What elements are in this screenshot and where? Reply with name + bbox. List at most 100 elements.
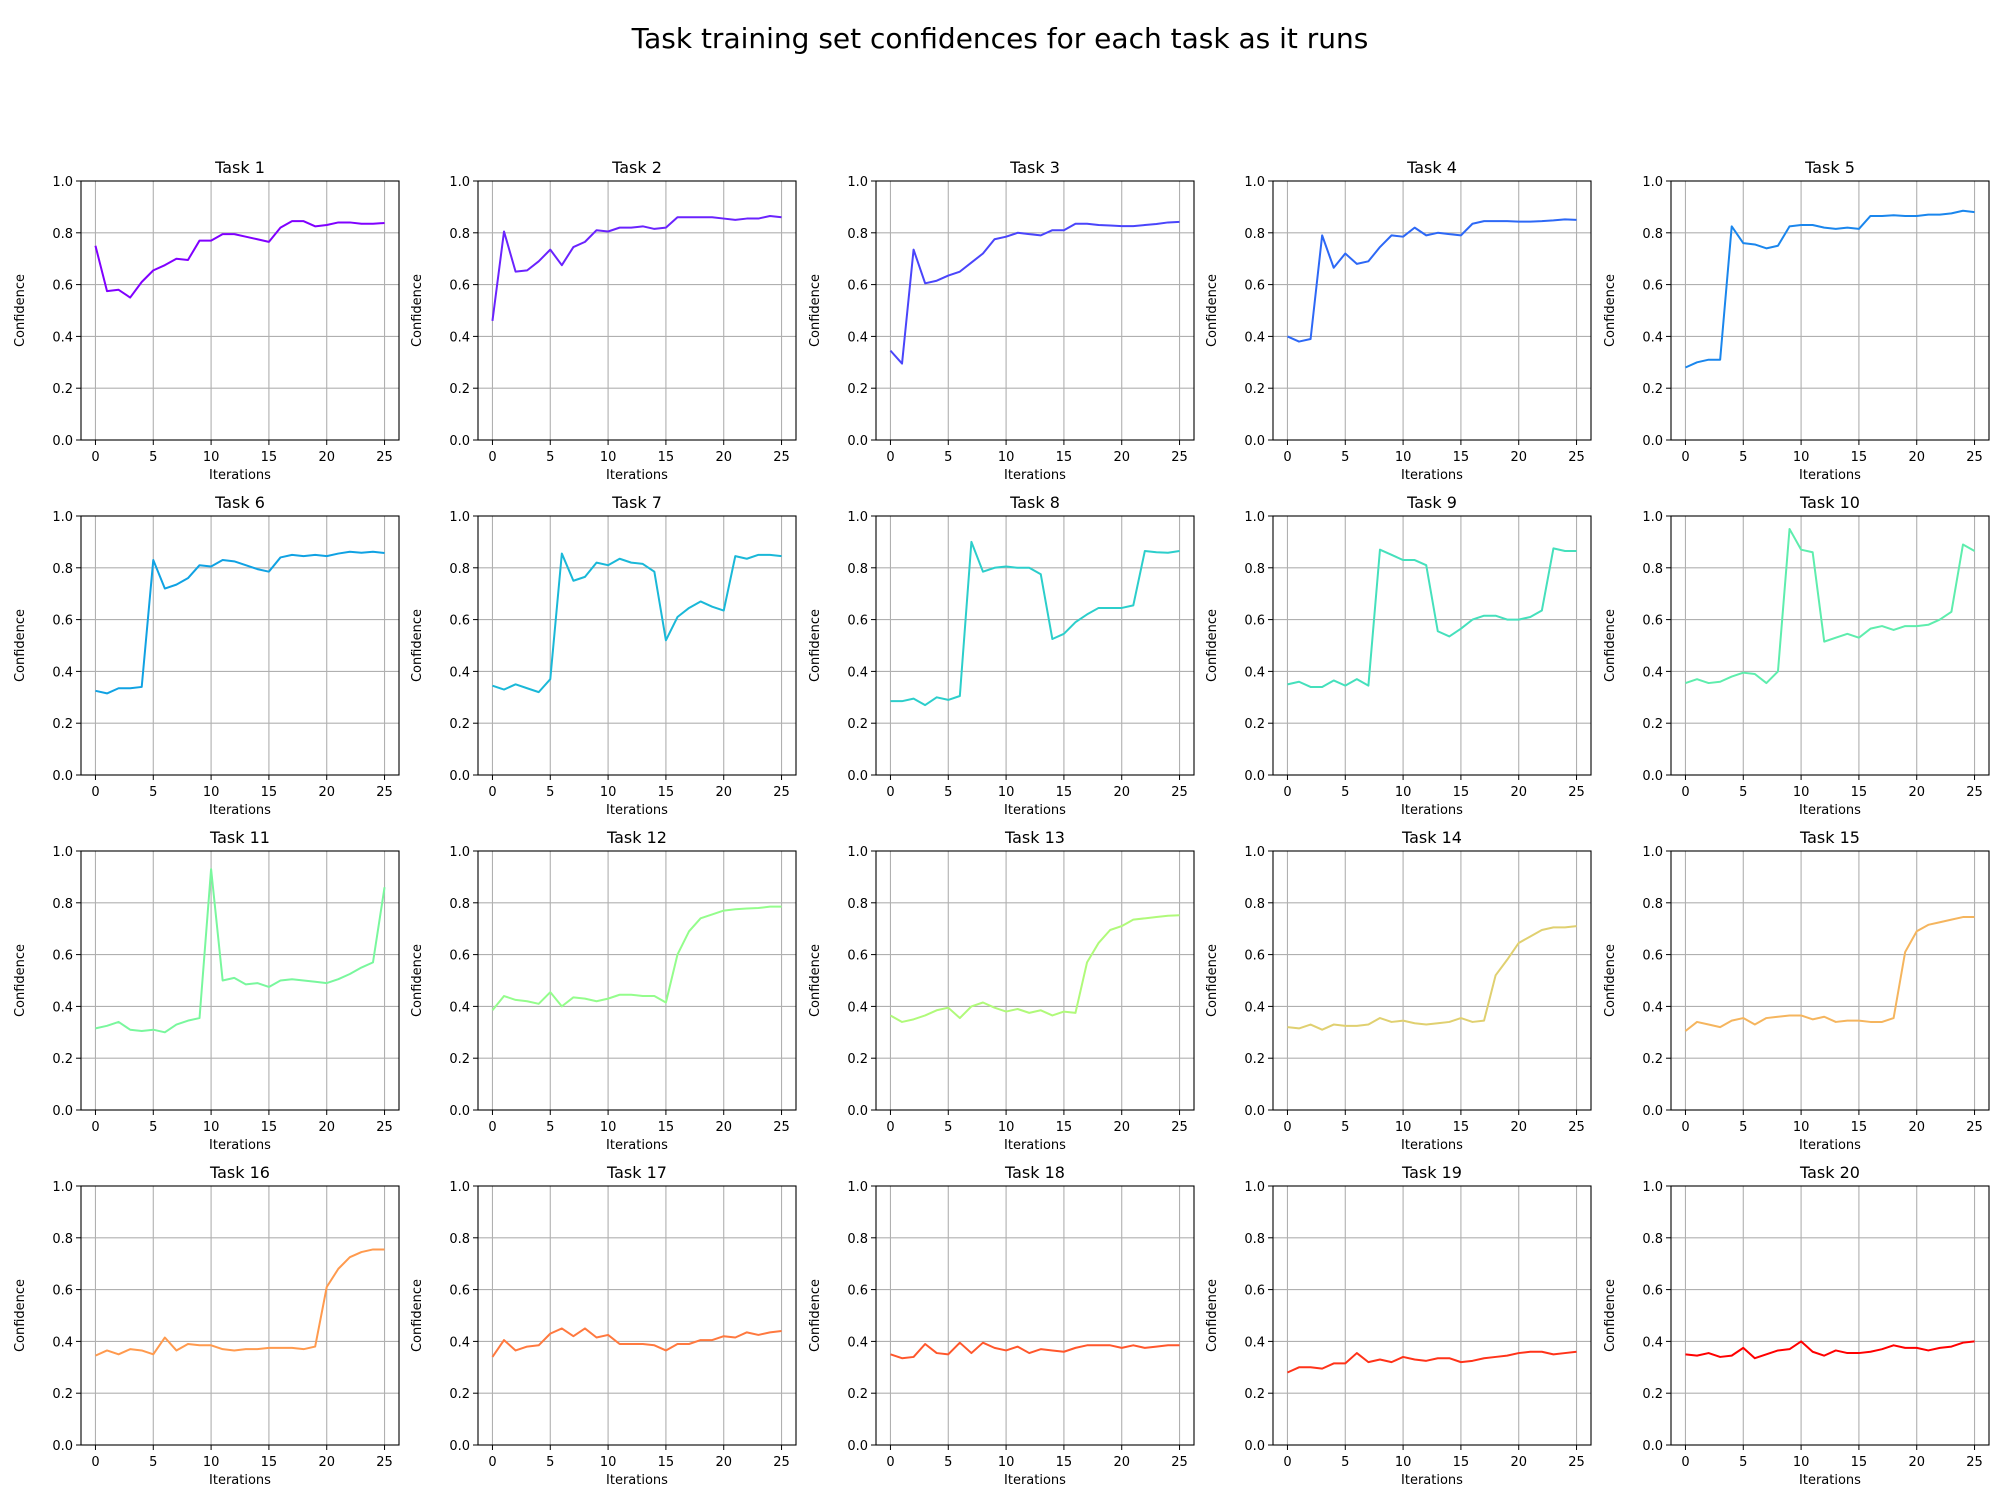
- y-axis-label: Confidence: [13, 274, 28, 347]
- y-tick-label: 0.8: [1244, 1232, 1265, 1247]
- x-axis-label: Iterations: [1401, 1473, 1463, 1488]
- y-tick-label: 1.0: [847, 510, 868, 525]
- y-tick-label: 0.0: [449, 434, 470, 449]
- subplot-task-18: 0 5 10 15 20 25 0.0 0.2 0.4 0.6 0.8 1.0 Task 18 Itera…: [808, 1163, 1195, 1488]
- x-tick-label: 15: [658, 785, 675, 800]
- x-tick-label: 0: [1681, 450, 1689, 465]
- y-tick-label: 0.8: [1244, 227, 1265, 242]
- y-tick-label: 1.0: [449, 175, 470, 190]
- axes-frame: [1670, 1185, 1990, 1446]
- y-tick-label: 0.4: [1642, 665, 1663, 680]
- y-tick-label: 1.0: [1642, 1180, 1663, 1195]
- x-tick-label: 0: [886, 450, 894, 465]
- series-line: [491, 905, 782, 1011]
- y-tick-label: 0.2: [449, 1052, 470, 1067]
- series-line: [95, 1248, 385, 1357]
- x-tick-label: 10: [998, 1120, 1015, 1135]
- y-tick-label: 0.4: [847, 330, 868, 345]
- x-axis-label: Iterations: [606, 1138, 668, 1153]
- subplot-title: Task 16: [209, 1163, 270, 1182]
- y-tick-label: 0.0: [52, 1104, 73, 1119]
- x-axis-label: Iterations: [209, 1473, 271, 1488]
- y-tick-label: 0.8: [847, 562, 868, 577]
- y-tick-label: 1.0: [1244, 175, 1265, 190]
- x-tick-label: 5: [1341, 1455, 1349, 1470]
- x-axis-label: Iterations: [1401, 468, 1463, 483]
- series-line: [1287, 1350, 1577, 1374]
- x-tick-label: 0: [1681, 785, 1689, 800]
- y-tick-label: 0.2: [1244, 717, 1265, 732]
- series-line: [1685, 209, 1975, 369]
- subplot-task-9: 0 5 10 15 20 25 0.0 0.2 0.4 0.6 0.8 1.0 Task 9 Iterat…: [1205, 493, 1592, 818]
- x-tick-label: 0: [886, 785, 894, 800]
- y-axis-label: Confidence: [1205, 944, 1220, 1017]
- y-tick-label: 0.2: [1642, 1052, 1663, 1067]
- y-tick-label: 1.0: [847, 1180, 868, 1195]
- y-tick-label: 0.2: [847, 382, 868, 397]
- y-axis-label: Confidence: [808, 944, 823, 1017]
- y-tick-label: 1.0: [449, 510, 470, 525]
- x-tick-label: 5: [1739, 450, 1747, 465]
- x-tick-label: 0: [886, 1455, 894, 1470]
- x-tick-label: 5: [944, 450, 952, 465]
- y-tick-label: 0.4: [449, 665, 470, 680]
- x-tick-label: 20: [715, 785, 732, 800]
- y-axis-label: Confidence: [410, 609, 425, 682]
- x-tick-label: 20: [715, 1455, 732, 1470]
- y-tick-label: 0.0: [1244, 1104, 1265, 1119]
- subplot-title: Task 19: [1401, 1163, 1462, 1182]
- x-tick-label: 15: [1453, 785, 1470, 800]
- series-line: [1685, 1340, 1975, 1360]
- y-tick-label: 1.0: [847, 845, 868, 860]
- y-tick-label: 0.6: [52, 949, 73, 964]
- y-tick-label: 0.4: [1642, 330, 1663, 345]
- y-axis-label: Confidence: [13, 609, 28, 682]
- axes-frame: [477, 1185, 797, 1446]
- x-tick-label: 25: [1171, 785, 1188, 800]
- y-tick-label: 0.8: [1642, 562, 1663, 577]
- y-axis-label: Confidence: [1205, 274, 1220, 347]
- subplot-title: Task 17: [606, 1163, 667, 1182]
- y-tick-label: 0.0: [847, 1439, 868, 1454]
- x-tick-label: 15: [1056, 1120, 1073, 1135]
- x-tick-label: 20: [1908, 1120, 1925, 1135]
- y-tick-label: 0.0: [847, 434, 868, 449]
- y-tick-label: 1.0: [52, 1180, 73, 1195]
- y-tick-label: 0.6: [1642, 279, 1663, 294]
- subplot-task-8: 0 5 10 15 20 25 0.0 0.2 0.4 0.6 0.8 1.0 Task 8 Iterat…: [808, 493, 1195, 818]
- y-tick-label: 1.0: [52, 510, 73, 525]
- y-tick-label: 0.6: [1244, 279, 1265, 294]
- y-tick-label: 0.0: [52, 434, 73, 449]
- x-tick-label: 5: [546, 450, 554, 465]
- y-tick-label: 0.8: [449, 227, 470, 242]
- x-tick-label: 20: [1113, 450, 1130, 465]
- y-tick-label: 0.4: [847, 1000, 868, 1015]
- x-tick-label: 15: [1851, 1120, 1868, 1135]
- subplot-title: Task 15: [1799, 828, 1860, 847]
- subplot-task-6: 0 5 10 15 20 25 0.0 0.2 0.4 0.6 0.8 1.0 Task 6 Iterat…: [13, 493, 400, 818]
- y-tick-label: 0.4: [52, 330, 73, 345]
- y-axis-label: Confidence: [1603, 1279, 1618, 1352]
- x-tick-label: 10: [998, 450, 1015, 465]
- y-axis-label: Confidence: [410, 274, 425, 347]
- x-tick-label: 10: [1395, 1455, 1412, 1470]
- axes-frame: [1272, 180, 1592, 441]
- y-tick-label: 0.6: [847, 1284, 868, 1299]
- y-tick-label: 0.0: [449, 769, 470, 784]
- series-line: [889, 220, 1180, 365]
- x-tick-label: 15: [1851, 785, 1868, 800]
- x-tick-label: 10: [1793, 1455, 1810, 1470]
- y-tick-label: 0.6: [1642, 949, 1663, 964]
- x-tick-label: 5: [1341, 785, 1349, 800]
- subplot-title: Task 6: [214, 493, 265, 512]
- x-tick-label: 25: [773, 450, 790, 465]
- y-tick-label: 0.8: [449, 897, 470, 912]
- x-axis-label: Iterations: [1799, 1473, 1861, 1488]
- y-tick-label: 0.2: [449, 382, 470, 397]
- x-tick-label: 10: [600, 1455, 617, 1470]
- y-tick-label: 0.2: [449, 717, 470, 732]
- series-line: [491, 1327, 782, 1358]
- y-tick-label: 0.4: [449, 1335, 470, 1350]
- x-tick-label: 10: [1395, 785, 1412, 800]
